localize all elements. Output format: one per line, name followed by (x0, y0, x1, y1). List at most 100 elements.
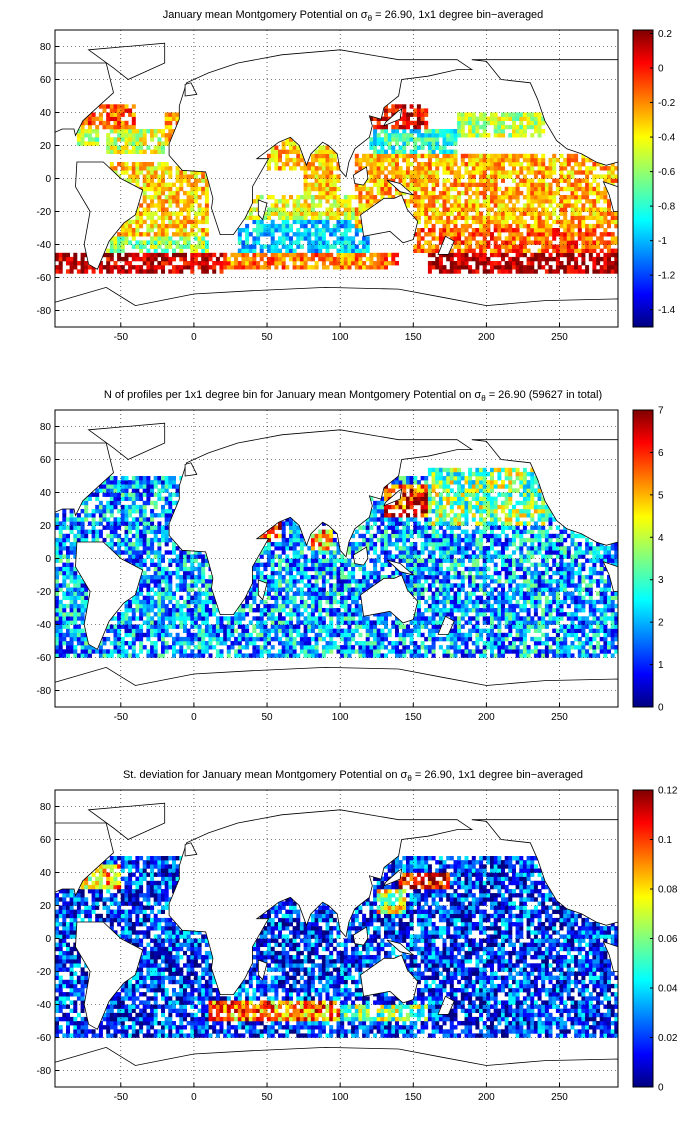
data-cell (552, 195, 556, 199)
data-cell (333, 265, 337, 269)
data-cell (114, 137, 118, 141)
data-cell (366, 199, 370, 203)
data-cell (366, 629, 370, 633)
data-cell (465, 220, 469, 224)
data-cell (161, 199, 165, 203)
data-cell (231, 625, 235, 629)
data-cell (271, 620, 275, 624)
data-cell (77, 526, 81, 530)
data-cell (315, 240, 319, 244)
data-cell (165, 501, 169, 505)
data-cell (304, 236, 308, 240)
data-cell (260, 629, 264, 633)
data-cell (516, 162, 520, 166)
data-cell (373, 146, 377, 150)
data-cell (183, 604, 187, 608)
data-cell (256, 240, 260, 244)
data-cell (358, 645, 362, 649)
data-cell (227, 616, 231, 620)
data-cell (278, 583, 282, 587)
data-cell (260, 245, 264, 249)
data-cell (278, 542, 282, 546)
data-cell (201, 554, 205, 558)
data-cell (304, 600, 308, 604)
data-cell (329, 257, 333, 261)
data-cell (187, 183, 191, 187)
data-cell (88, 653, 92, 657)
data-cell (176, 174, 180, 178)
data-cell (278, 587, 282, 591)
data-cell (512, 162, 516, 166)
data-cell (157, 579, 161, 583)
data-cell (435, 245, 439, 249)
data-cell (435, 158, 439, 162)
data-cell (461, 121, 465, 125)
data-cell (143, 199, 147, 203)
data-cell (176, 559, 180, 563)
data-cell (348, 637, 352, 641)
data-cell (106, 141, 110, 145)
data-cell (318, 154, 322, 158)
data-cell (139, 493, 143, 497)
data-cell (99, 269, 103, 273)
data-cell (333, 224, 337, 228)
data-cell (417, 174, 421, 178)
data-cell (417, 133, 421, 137)
data-cell (99, 645, 103, 649)
data-cell (161, 575, 165, 579)
data-cell (358, 191, 362, 195)
data-cell (128, 228, 132, 232)
data-cell (399, 146, 403, 150)
data-cell (125, 104, 129, 108)
y-tick-label: 80 (40, 42, 52, 53)
data-cell (600, 220, 604, 224)
data-cell (179, 563, 183, 567)
data-cell (146, 616, 150, 620)
data-cell (318, 240, 322, 244)
data-cell (139, 212, 143, 216)
data-cell (81, 517, 85, 521)
data-cell (296, 616, 300, 620)
data-cell (114, 629, 118, 633)
data-cell (139, 534, 143, 538)
data-cell (117, 629, 121, 633)
data-cell (252, 579, 256, 583)
data-cell (88, 141, 92, 145)
data-cell (519, 113, 523, 117)
data-cell (157, 563, 161, 567)
data-cell (278, 207, 282, 211)
data-cell (150, 509, 154, 513)
data-cell (161, 220, 165, 224)
data-cell (454, 141, 458, 145)
data-cell (132, 179, 136, 183)
data-cell (322, 253, 326, 257)
data-cell (179, 587, 183, 591)
data-cell (322, 563, 326, 567)
data-cell (326, 600, 330, 604)
data-cell (117, 488, 121, 492)
data-cell (563, 216, 567, 220)
data-cell (443, 150, 447, 154)
data-cell (183, 587, 187, 591)
data-cell (205, 612, 209, 616)
data-cell (128, 133, 132, 137)
data-cell (457, 199, 461, 203)
data-cell (252, 199, 256, 203)
data-cell (154, 604, 158, 608)
data-cell (534, 187, 538, 191)
data-cell (66, 534, 70, 538)
data-cell (465, 240, 469, 244)
data-cell (362, 653, 366, 657)
data-cell (333, 592, 337, 596)
data-cell (187, 554, 191, 558)
data-cell (128, 505, 132, 509)
data-cell (358, 653, 362, 657)
data-cell (358, 534, 362, 538)
data-cell (486, 269, 490, 273)
data-cell (355, 228, 359, 232)
data-cell (227, 653, 231, 657)
data-cell (132, 645, 136, 649)
data-cell (278, 261, 282, 265)
data-cell (307, 187, 311, 191)
data-cell (571, 212, 575, 216)
